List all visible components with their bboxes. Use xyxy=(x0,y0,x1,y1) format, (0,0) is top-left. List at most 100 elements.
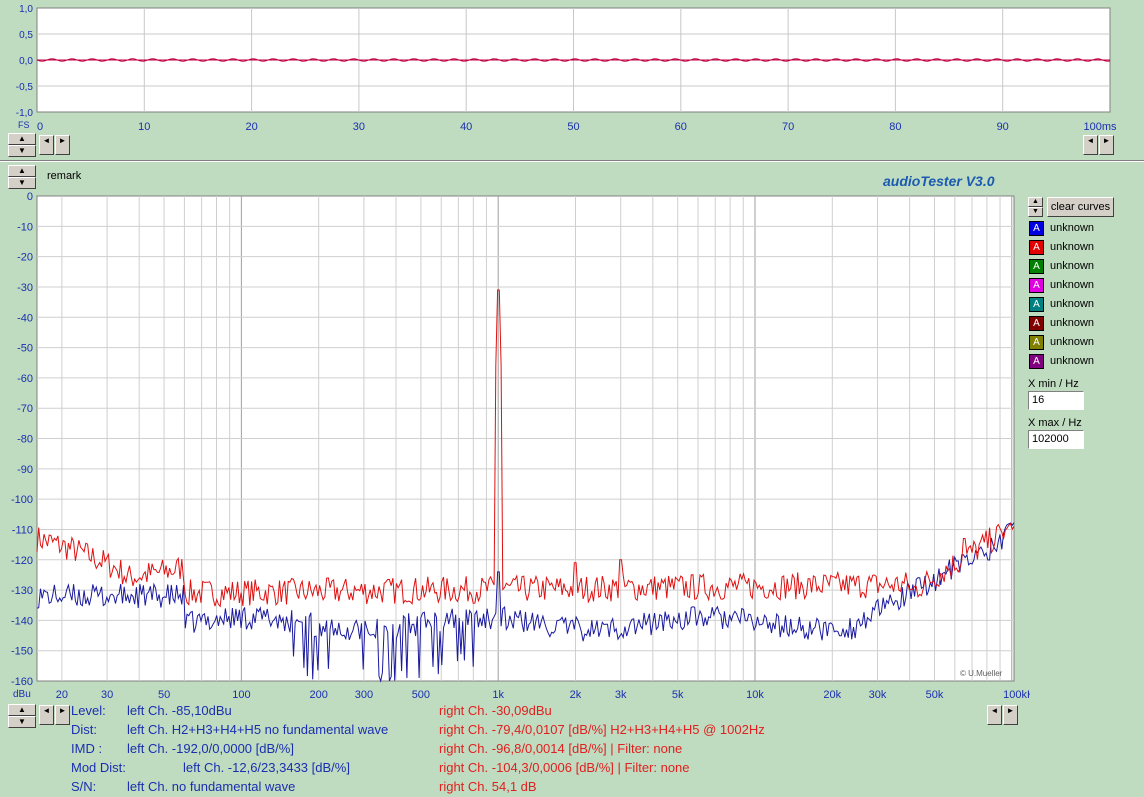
spectrum-y-tick-label: -100 xyxy=(11,494,33,506)
spectrum-y-tick-label: -130 xyxy=(11,585,33,597)
scope-x-tick-label: 40 xyxy=(460,121,472,133)
scope-y-tick-label: 0,0 xyxy=(19,56,33,67)
mod-dist-left-value: left Ch. -12,6/23,3433 [dB/%] xyxy=(183,760,350,775)
spectrum-y-tick-label: -70 xyxy=(17,403,33,415)
dist-label: Dist: xyxy=(71,722,97,737)
scope-scale-down-button[interactable]: ▼ xyxy=(8,145,36,157)
scope-scroll-right-button[interactable]: ► xyxy=(55,135,70,155)
spectrum-right-scroll-right-button[interactable]: ► xyxy=(1003,705,1018,725)
panel-divider-highlight xyxy=(0,161,1144,162)
legend-item-label: unknown xyxy=(1050,260,1095,272)
spectrum-y-tick-label: -150 xyxy=(11,646,33,658)
scope-x-tick-label: 20 xyxy=(245,121,257,133)
spectrum-y-tick-label: -60 xyxy=(17,373,33,385)
legend-item-label: unknown xyxy=(1050,355,1095,367)
spectrum-scroll-right-button[interactable]: ► xyxy=(55,705,70,725)
spectrum-y-tick-label: -10 xyxy=(17,221,33,233)
spectrum-y-tick-label: -160 xyxy=(11,676,33,688)
scope-scale-up-button[interactable]: ▲ xyxy=(8,133,36,145)
scope-y-tick-label: 0,5 xyxy=(19,30,33,41)
clear-curves-button[interactable]: clear curves xyxy=(1047,197,1114,217)
sn-label: S/N: xyxy=(71,779,97,794)
legend-color-swatch[interactable]: A xyxy=(1029,221,1044,236)
xmin-input[interactable]: 16 xyxy=(1028,391,1084,410)
spectrum-x-tick-label: 100 xyxy=(232,689,250,701)
scope-x-tick-label: 10 xyxy=(138,121,150,133)
spectrum-x-tick-label: 2k xyxy=(570,689,582,701)
legend-color-swatch[interactable]: A xyxy=(1029,240,1044,255)
dist-left-value: left Ch. H2+H3+H4+H5 no fundamental wave xyxy=(127,722,389,737)
legend-item-label: unknown xyxy=(1050,279,1095,291)
spectrum-x-tick-label: 30 xyxy=(101,689,113,701)
spectrum-y-tick-label: -140 xyxy=(11,615,33,627)
spectrum-right-scroll-left-button[interactable]: ◄ xyxy=(987,705,1002,725)
dist-right-value: right Ch. -79,4/0,0107 [dB/%] H2+H3+H4+H… xyxy=(439,722,765,737)
spectrum-scroll-left-button[interactable]: ◄ xyxy=(39,705,54,725)
legend-color-swatch[interactable]: A xyxy=(1029,354,1044,369)
legend-item-label: unknown xyxy=(1050,336,1095,348)
scope-y-tick-label: -1,0 xyxy=(16,108,34,119)
spectrum-y-tick-label: -20 xyxy=(17,252,33,264)
left-channel-trace xyxy=(36,522,1015,683)
legend-item-label: unknown xyxy=(1050,241,1095,253)
spectrum-y-unit: dBu xyxy=(13,689,31,700)
panel-divider xyxy=(0,160,1144,161)
spectrum-x-tick-label: 200 xyxy=(310,689,328,701)
spectrum-y-tick-label: 0 xyxy=(27,191,33,203)
imd-left-value: left Ch. -192,0/0,0000 [dB/%] xyxy=(127,741,294,756)
mod-dist-label: Mod Dist: xyxy=(71,760,126,775)
spectrum-x-tick-label: 5k xyxy=(672,689,684,701)
spectrum-x-tick-label: 100kHz xyxy=(1003,689,1030,701)
legend-color-swatch[interactable]: A xyxy=(1029,335,1044,350)
spectrum-chart: 0 -10 -20 -30 -40 -50 -60 -70 -80 -90 -100 -110 -120… xyxy=(11,191,1030,701)
app-title: audioTester V3.0 xyxy=(883,173,995,189)
xmax-input[interactable]: 102000 xyxy=(1028,430,1084,449)
level-left-value: left Ch. -85,10dBu xyxy=(127,703,232,718)
scope-x-tick-label: 0 xyxy=(37,121,43,133)
scope-panel: 1,0 0,5 0,0 -0,5 -1,0 0 10 20 30 40 50 60 70 80 90 100… xyxy=(16,4,1117,133)
imd-right-value: right Ch. -96,8/0,0014 [dB/%] | Filter: … xyxy=(439,741,683,756)
legend-color-swatch[interactable]: A xyxy=(1029,259,1044,274)
scope-y-tick-label: -0,5 xyxy=(16,82,34,93)
xmin-label: X min / Hz xyxy=(1028,378,1079,390)
scope-x-tick-label: 100ms xyxy=(1083,121,1117,133)
scope-x-tick-label: 90 xyxy=(997,121,1009,133)
scope-x-tick-label: 60 xyxy=(675,121,687,133)
level-right-value: right Ch. -30,09dBu xyxy=(439,703,552,718)
sn-right-value: right Ch. 54,1 dB xyxy=(439,779,537,794)
legend-up-button[interactable]: ▲ xyxy=(1028,197,1043,207)
spectrum-scale-up-button[interactable]: ▲ xyxy=(8,704,36,716)
copyright-text: © U.Mueller xyxy=(960,669,1003,678)
scope-x-tick-label: 30 xyxy=(353,121,365,133)
legend-down-button[interactable]: ▼ xyxy=(1028,207,1043,217)
spectrum-x-tick-label: 300 xyxy=(355,689,373,701)
spectrum-y-tick-label: -90 xyxy=(17,464,33,476)
legend-item-label: unknown xyxy=(1050,222,1095,234)
scope-right-scroll-right-button[interactable]: ► xyxy=(1099,135,1114,155)
legend-color-swatch[interactable]: A xyxy=(1029,278,1044,293)
spectrum-x-tick-label: 30k xyxy=(869,689,887,701)
spectrum-scale-down-button[interactable]: ▼ xyxy=(8,716,36,728)
spectrum-y-tick-label: -120 xyxy=(11,555,33,567)
scope-y-tick-label: 1,0 xyxy=(19,4,33,15)
scope-right-scroll-left-button[interactable]: ◄ xyxy=(1083,135,1098,155)
scope-fs-label: FS xyxy=(18,120,30,130)
remark-up-button[interactable]: ▲ xyxy=(8,165,36,177)
scope-trace-ripple xyxy=(36,58,1111,62)
legend-color-swatch[interactable]: A xyxy=(1029,316,1044,331)
spectrum-x-tick-label: 50 xyxy=(158,689,170,701)
scope-scroll-left-button[interactable]: ◄ xyxy=(39,135,54,155)
remark-down-button[interactable]: ▼ xyxy=(8,177,36,189)
legend-color-swatch[interactable]: A xyxy=(1029,297,1044,312)
spectrum-x-tick-label: 20 xyxy=(56,689,68,701)
scope-x-tick-label: 80 xyxy=(889,121,901,133)
imd-label: IMD : xyxy=(71,741,103,756)
